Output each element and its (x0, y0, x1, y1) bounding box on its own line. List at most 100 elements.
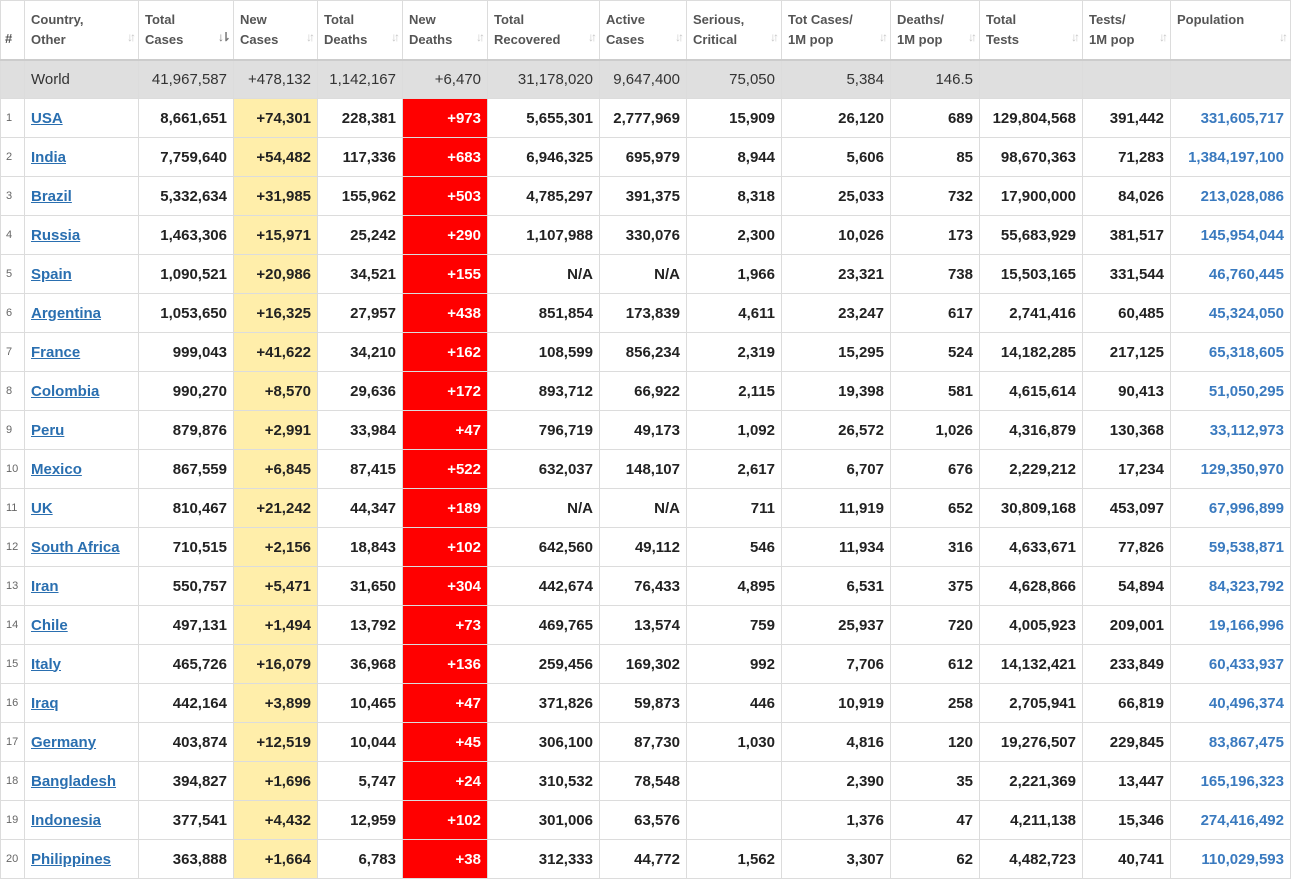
table-row: 12 South Africa 710,515 +2,156 18,843 +102 642… (0, 527, 1291, 567)
country-link[interactable]: Bangladesh (31, 772, 117, 790)
sort-arrows-icon[interactable]: ↓↑ (968, 29, 977, 44)
new-deaths-cell: +290 (402, 215, 488, 255)
row-rank: 9 (0, 410, 25, 450)
column-header-6[interactable]: Total Recovered ↓↑ (487, 0, 600, 60)
sort-arrows-icon[interactable]: ↓↑ (306, 29, 315, 44)
country-link[interactable]: Philippines (31, 850, 112, 868)
population-cell: 84,323,792 (1170, 566, 1291, 606)
new-cases-cell: +16,079 (233, 644, 318, 684)
column-header-1[interactable]: Country, Other ↓↑ (24, 0, 139, 60)
tests-per-m-cell: 71,283 (1082, 137, 1171, 177)
sort-arrows-icon[interactable]: ↓↑ (588, 29, 597, 44)
country-link[interactable]: Mexico (31, 460, 82, 478)
country-link[interactable]: Chile (31, 616, 68, 634)
world-total-cases: 41,967,587 (138, 59, 234, 99)
deaths-per-m-cell: 720 (890, 605, 980, 645)
new-deaths-cell: +136 (402, 644, 488, 684)
column-header-5[interactable]: New Deaths ↓↑ (402, 0, 488, 60)
total-deaths-cell: 29,636 (317, 371, 403, 411)
total-deaths-cell: 36,968 (317, 644, 403, 684)
total-cases-cell: 442,164 (138, 683, 234, 723)
column-header-13[interactable]: Population ↓↑ (1170, 0, 1291, 60)
column-header-11[interactable]: Total Tests ↓↑ (979, 0, 1083, 60)
table-row: 11 UK 810,467 +21,242 44,347 +189 N/A N/A 711 11,… (0, 488, 1291, 528)
country-link[interactable]: USA (31, 109, 63, 127)
country-link[interactable]: Russia (31, 226, 81, 244)
country-link[interactable]: France (31, 343, 81, 361)
column-header-9[interactable]: Tot Cases/1M pop ↓↑ (781, 0, 891, 60)
sort-arrows-icon[interactable]: ↓⇂ (217, 29, 231, 44)
total-deaths-cell: 10,465 (317, 683, 403, 723)
table-row: 20 Philippines 363,888 +1,664 6,783 +38 312,33… (0, 839, 1291, 879)
table-row: 16 Iraq 442,164 +3,899 10,465 +47 371,826 59,87… (0, 683, 1291, 723)
column-header-10[interactable]: Deaths/1M pop ↓↑ (890, 0, 980, 60)
country-link[interactable]: Brazil (31, 187, 72, 205)
serious-cell: 759 (686, 605, 782, 645)
serious-cell: 2,617 (686, 449, 782, 489)
deaths-per-m-cell: 47 (890, 800, 980, 840)
country-link[interactable]: Colombia (31, 382, 100, 400)
tests-per-m-cell: 453,097 (1082, 488, 1171, 528)
sort-arrows-icon[interactable]: ↓↑ (879, 29, 888, 44)
total-deaths-cell: 228,381 (317, 98, 403, 138)
column-header-12[interactable]: Tests/1M pop ↓↑ (1082, 0, 1171, 60)
country-link[interactable]: Argentina (31, 304, 102, 322)
deaths-per-m-cell: 617 (890, 293, 980, 333)
population-cell: 46,760,445 (1170, 254, 1291, 294)
new-cases-cell: +2,991 (233, 410, 318, 450)
country-link[interactable]: Spain (31, 265, 72, 283)
column-header-7[interactable]: Active Cases ↓↑ (599, 0, 687, 60)
sort-arrows-icon[interactable]: ↓↑ (391, 29, 400, 44)
column-header-8[interactable]: Serious, Critical ↓↑ (686, 0, 782, 60)
sort-arrows-icon[interactable]: ↓↑ (770, 29, 779, 44)
total-recovered-cell: 301,006 (487, 800, 600, 840)
column-header-2[interactable]: Total Cases ↓⇂ (138, 0, 234, 60)
country-link[interactable]: Germany (31, 733, 97, 751)
table-row: 7 France 999,043 +41,622 34,210 +162 108,599 85… (0, 332, 1291, 372)
column-header-sublabel: Cases (240, 32, 279, 47)
serious-cell: 2,319 (686, 332, 782, 372)
total-cases-cell: 377,541 (138, 800, 234, 840)
total-tests-cell: 14,182,285 (979, 332, 1083, 372)
row-rank: 17 (0, 722, 25, 762)
column-header-label: Deaths/ (897, 12, 944, 27)
active-cases-cell: 59,873 (599, 683, 687, 723)
table-row: 3 Brazil 5,332,634 +31,985 155,962 +503 4,785,… (0, 176, 1291, 216)
country-link[interactable]: Iraq (31, 694, 59, 712)
total-recovered-cell: N/A (487, 254, 600, 294)
serious-cell (686, 800, 782, 840)
deaths-per-m-cell: 581 (890, 371, 980, 411)
total-recovered-cell: N/A (487, 488, 600, 528)
column-header-3[interactable]: New Cases ↓↑ (233, 0, 318, 60)
country-link[interactable]: Italy (31, 655, 62, 673)
new-cases-cell: +2,156 (233, 527, 318, 567)
column-header-label: New (409, 12, 436, 27)
deaths-per-m-cell: 676 (890, 449, 980, 489)
country-link[interactable]: India (31, 148, 67, 166)
country-link[interactable]: Peru (31, 421, 65, 439)
serious-cell: 711 (686, 488, 782, 528)
country-link[interactable]: UK (31, 499, 53, 517)
tests-per-m-cell: 331,544 (1082, 254, 1171, 294)
sort-arrows-icon[interactable]: ↓↑ (127, 29, 136, 44)
sort-arrows-icon[interactable]: ↓↑ (1159, 29, 1168, 44)
active-cases-cell: 44,772 (599, 839, 687, 879)
population-cell: 67,996,899 (1170, 488, 1291, 528)
column-header-4[interactable]: Total Deaths ↓↑ (317, 0, 403, 60)
deaths-per-m-cell: 62 (890, 839, 980, 879)
sort-arrows-icon[interactable]: ↓↑ (476, 29, 485, 44)
country-link[interactable]: Iran (31, 577, 59, 595)
population-cell: 213,028,086 (1170, 176, 1291, 216)
deaths-per-m-cell: 738 (890, 254, 980, 294)
column-header-0[interactable]: # (0, 0, 25, 60)
new-deaths-cell: +973 (402, 98, 488, 138)
sort-arrows-icon[interactable]: ↓↑ (1279, 29, 1288, 44)
total-tests-cell: 4,005,923 (979, 605, 1083, 645)
country-link[interactable]: Indonesia (31, 811, 102, 829)
sort-arrows-icon[interactable]: ↓↑ (675, 29, 684, 44)
sort-arrows-icon[interactable]: ↓↑ (1071, 29, 1080, 44)
country-link[interactable]: South Africa (31, 538, 120, 556)
total-cases-cell: 363,888 (138, 839, 234, 879)
column-header-sublabel: Cases (145, 32, 184, 47)
new-cases-cell: +15,971 (233, 215, 318, 255)
